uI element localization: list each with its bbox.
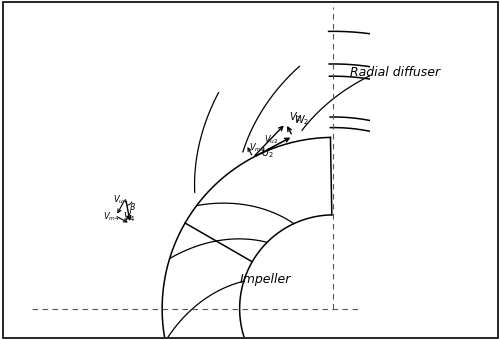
Text: $V_4$: $V_4$ (124, 210, 136, 223)
Text: $V_{u2}$: $V_{u2}$ (264, 134, 278, 146)
Text: $W_2$: $W_2$ (294, 113, 310, 127)
Text: $V_{u4}$: $V_{u4}$ (112, 193, 128, 206)
Text: Impeller: Impeller (239, 273, 290, 286)
Text: $V_2$: $V_2$ (289, 110, 301, 124)
Text: $\beta$: $\beta$ (129, 201, 136, 214)
Text: $V_{m4}$: $V_{m4}$ (104, 211, 120, 223)
Text: Radial diffuser: Radial diffuser (350, 66, 440, 79)
Text: $V_{m2}$: $V_{m2}$ (248, 142, 265, 154)
Text: $U_2$: $U_2$ (261, 147, 274, 160)
